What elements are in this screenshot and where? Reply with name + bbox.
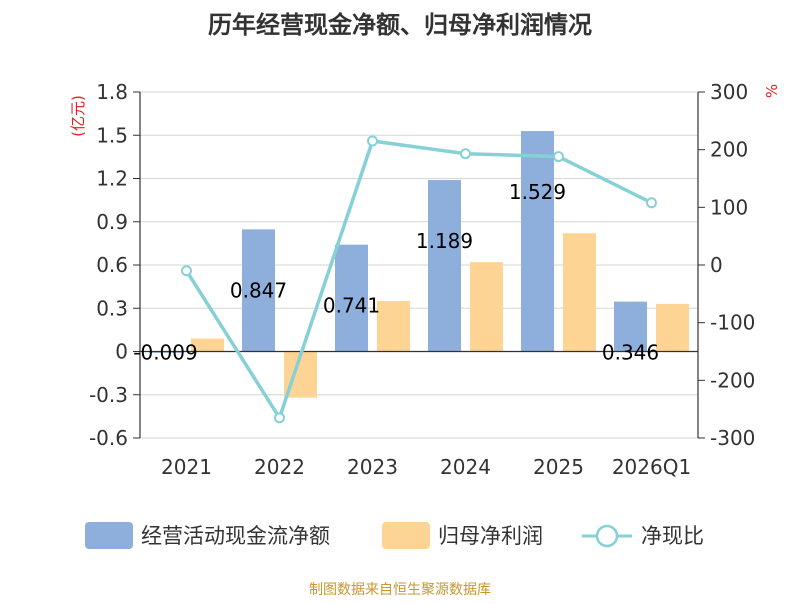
category-label: 2024 xyxy=(440,455,491,479)
legend-label-cashflow: 经营活动现金流净额 xyxy=(141,524,330,548)
cashflow-bar xyxy=(614,301,647,352)
cashflow-data-label: 1.189 xyxy=(416,229,473,253)
legend-swatch-cashflow xyxy=(85,522,133,549)
left-tick-label: 1.8 xyxy=(96,80,128,104)
data-labels: -0.009 0.847 0.741 1.189 1.529 0.346 xyxy=(133,180,659,364)
cashflow-data-label: 1.529 xyxy=(509,180,566,204)
cashflow-data-label: 0.741 xyxy=(323,294,380,318)
ratio-point xyxy=(274,412,285,424)
left-tick-label: 1.5 xyxy=(96,123,128,147)
right-tick-label: -300 xyxy=(710,426,755,450)
profit-bar xyxy=(377,301,410,352)
left-axis-unit: (亿元) xyxy=(69,95,87,137)
profit-bar xyxy=(191,338,224,352)
grid-lines xyxy=(140,91,698,439)
category-label: 2023 xyxy=(347,455,398,479)
cashflow-data-label: 0.847 xyxy=(230,278,287,302)
cashflow-bar xyxy=(428,180,461,352)
right-tick-label: 300 xyxy=(710,80,748,104)
cashflow-bar xyxy=(335,244,368,352)
ratio-line xyxy=(181,135,657,424)
profit-bar xyxy=(656,303,689,352)
legend-label-ratio: 净现比 xyxy=(641,524,704,548)
category-label: 2025 xyxy=(533,455,584,479)
right-tick-label: 0 xyxy=(710,253,723,277)
cashflow-bar xyxy=(242,229,275,352)
ratio-point xyxy=(646,197,657,209)
cashflow-bar xyxy=(149,351,182,353)
ratio-polyline xyxy=(185,139,653,420)
ratio-point xyxy=(460,148,471,160)
chart-title: 历年经营现金净额、归母净利润情况 xyxy=(208,11,592,39)
ratio-point xyxy=(553,151,564,163)
left-tick-label: 0.6 xyxy=(96,253,128,277)
right-tick-label: -200 xyxy=(710,368,755,392)
profit-bar xyxy=(470,262,503,352)
left-tick-label: 0 xyxy=(115,340,128,364)
cashflow-data-label: 0.346 xyxy=(602,341,659,365)
right-tick-label: 200 xyxy=(710,138,748,162)
source-note: 制图数据来自恒生聚源数据库 xyxy=(309,582,491,598)
legend: 经营活动现金流净额 归母净利润 净现比 xyxy=(85,522,704,549)
legend-label-profit: 归母净利润 xyxy=(438,524,543,548)
right-tick-label: 100 xyxy=(710,195,748,219)
left-tick-label: 0.3 xyxy=(96,296,128,320)
right-tick-label: -100 xyxy=(710,311,755,335)
category-label: 2022 xyxy=(254,455,305,479)
ratio-point xyxy=(181,265,192,277)
legend-marker-ratio xyxy=(595,524,619,548)
left-tick-label: -0.6 xyxy=(89,426,128,450)
category-label: 2026Q1 xyxy=(612,455,691,479)
bars xyxy=(149,131,689,398)
axes: 1.8 1.5 1.2 0.9 0.6 0.3 0 -0.3 -0.6 300 200 100 0 -10… xyxy=(89,80,755,479)
left-tick-label: 1.2 xyxy=(96,167,128,191)
legend-swatch-profit xyxy=(382,522,430,549)
category-label: 2021 xyxy=(161,455,212,479)
profit-bar xyxy=(563,233,596,352)
cashflow-bar xyxy=(521,131,554,352)
cashflow-data-label: -0.009 xyxy=(133,341,197,365)
ratio-point xyxy=(367,135,378,147)
left-tick-label: -0.3 xyxy=(89,383,128,407)
left-tick-label: 0.9 xyxy=(96,210,128,234)
right-axis-unit: % xyxy=(763,84,781,98)
